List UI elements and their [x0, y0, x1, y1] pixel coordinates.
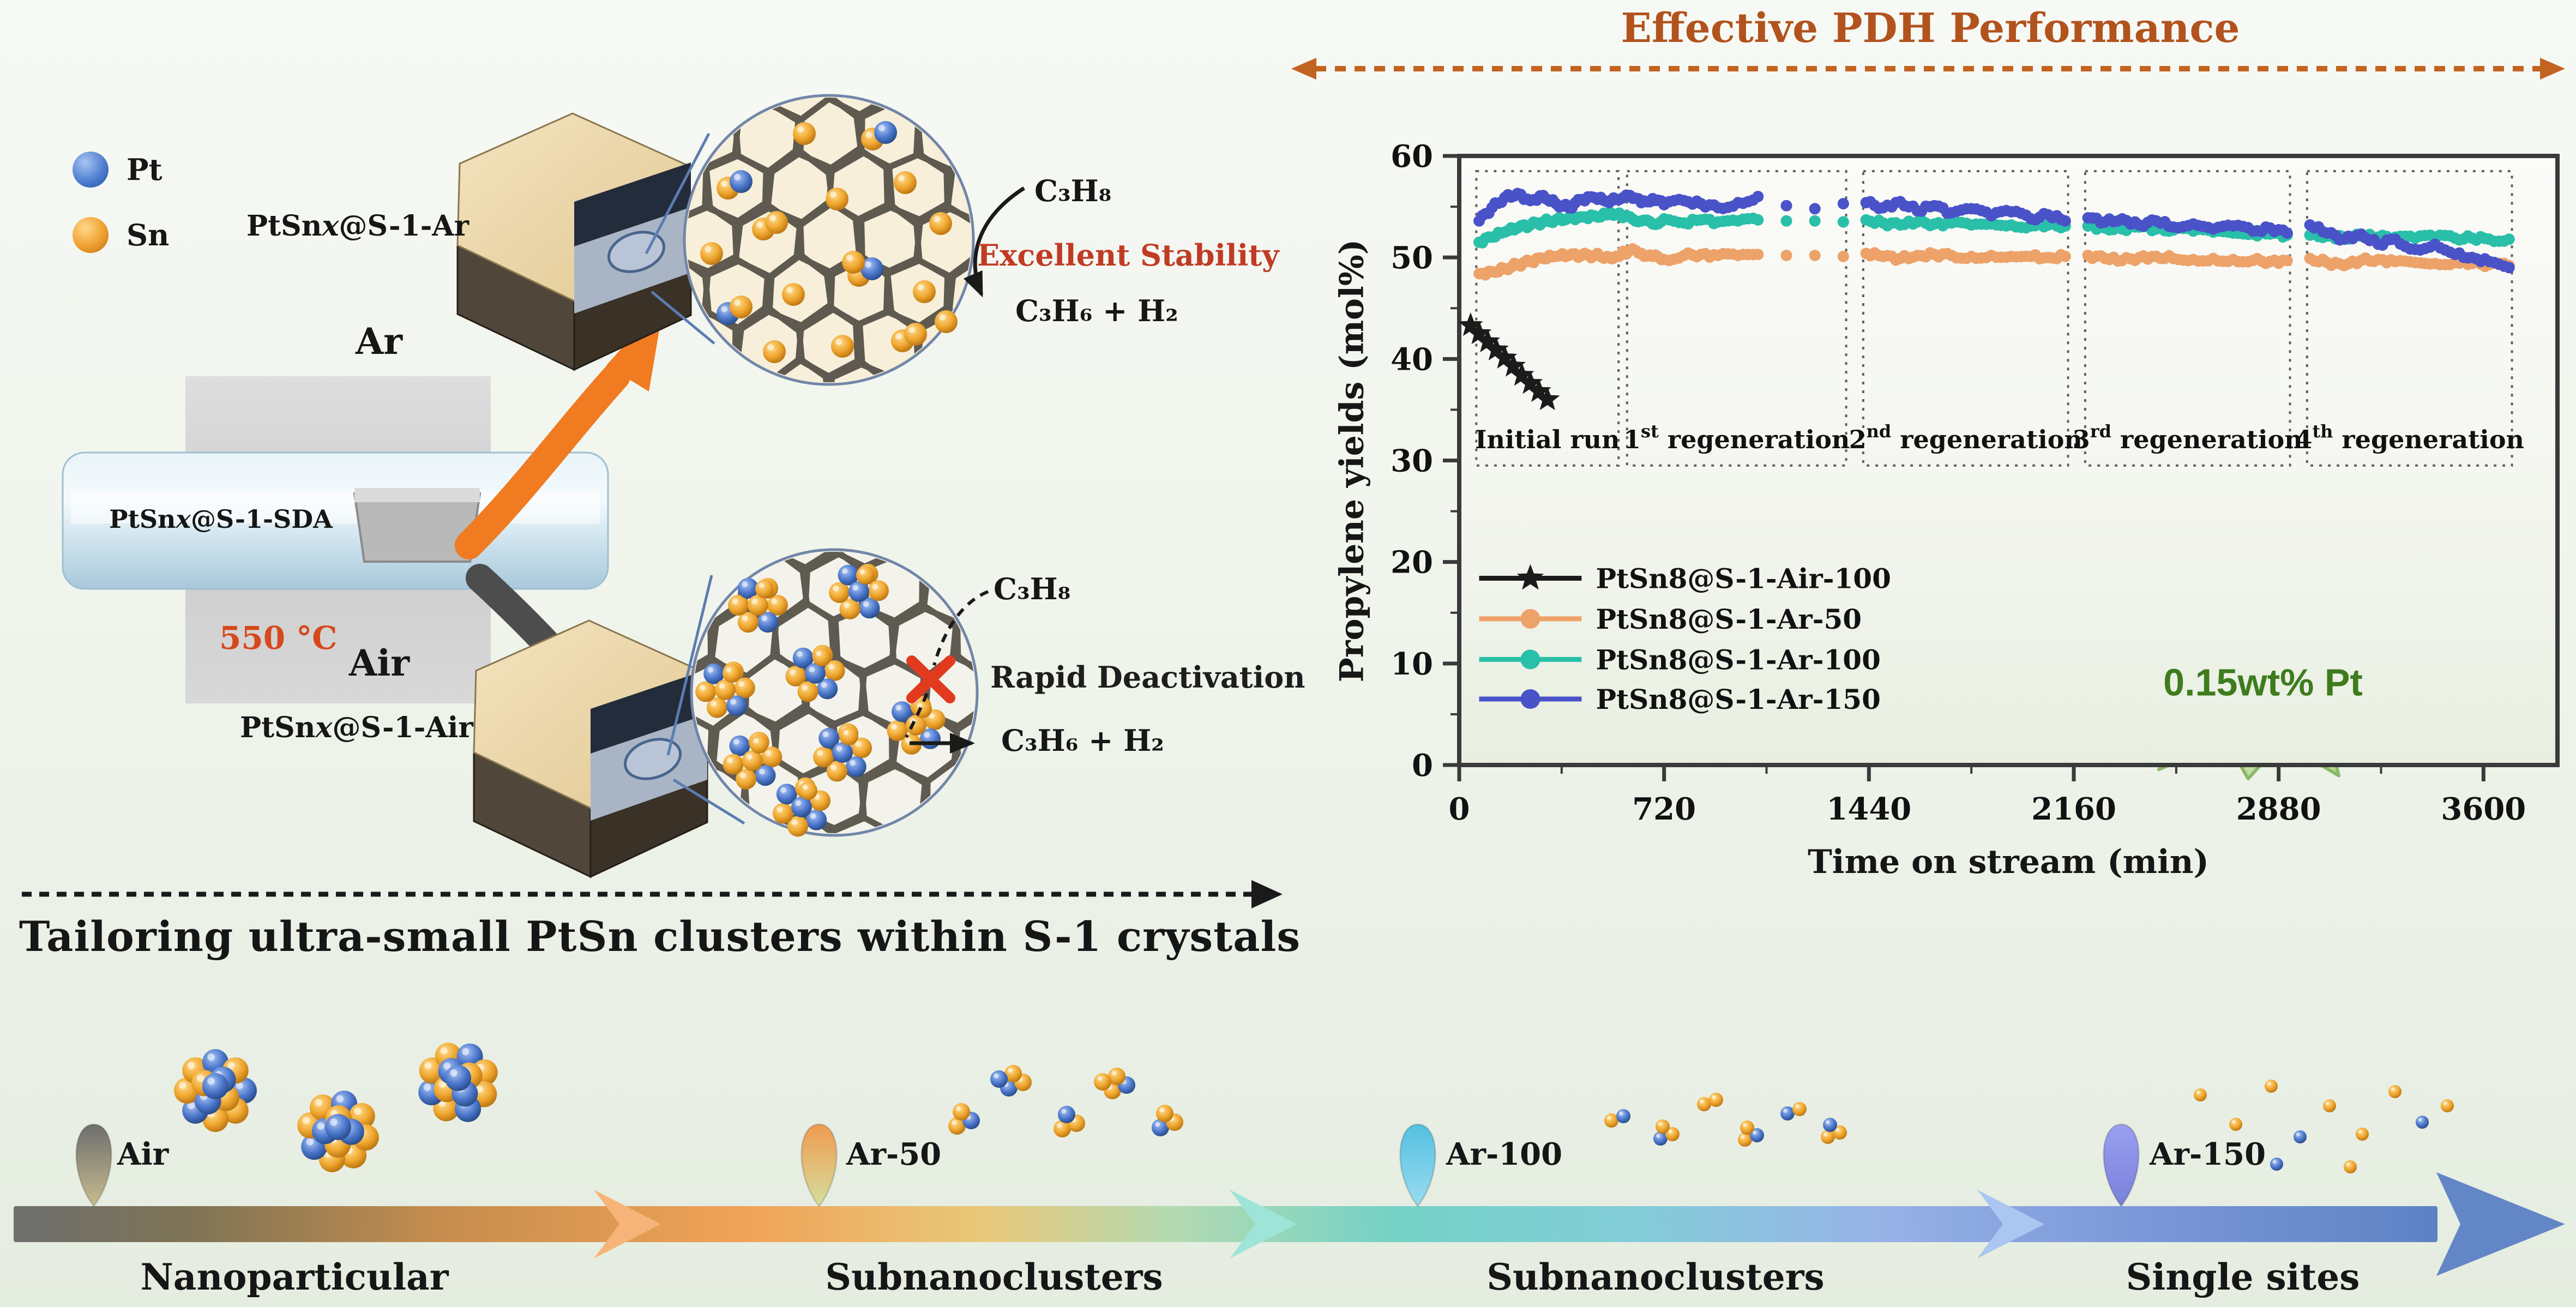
- products-bottom: C₃H₆ + H₂: [1001, 723, 1164, 758]
- pin-ar-150: [2103, 1123, 2140, 1208]
- series-PtSn8@S-1-Ar-150: [1473, 188, 2515, 274]
- pin-label-ar150: Ar-150: [2150, 1136, 2266, 1172]
- svg-text:50: 50: [1391, 240, 1433, 276]
- sn-atom-icon: [73, 217, 109, 253]
- stage-single-sites: Single sites: [2126, 1256, 2360, 1298]
- svg-text:PtSn8@S-1-Ar-150: PtSn8@S-1-Ar-150: [1596, 683, 1880, 715]
- reactant-bottom: C₃H₈: [994, 571, 1071, 606]
- tick-labels: 0 10 20 30 40 50 60 0 720 1440 2160 2880 3600: [1391, 138, 2526, 827]
- svg-text:4th regeneration: 4th regeneration: [2295, 421, 2524, 454]
- pin-label-ar100: Ar-100: [1446, 1136, 1563, 1172]
- ar-gas-label: Ar: [356, 320, 402, 363]
- pin-ar-50: [801, 1123, 838, 1208]
- svg-text:PtSn8@S-1-Ar-50: PtSn8@S-1-Ar-50: [1596, 603, 1862, 635]
- zeolite-inset-deactivated: [690, 548, 979, 837]
- crystal-ar: [456, 112, 692, 371]
- air-gas-label: Air: [349, 642, 410, 684]
- air-product-label: PtSnx@S-1-Air: [240, 711, 473, 744]
- stage-nanoparticular: Nanoparticular: [140, 1256, 449, 1298]
- x-axis-title: Time on stream (min): [1808, 843, 2209, 881]
- svg-text:40: 40: [1391, 341, 1433, 377]
- pt-loading-badge: 0.15wt% Pt: [2163, 661, 2363, 704]
- regeneration-boxes: [1475, 170, 2513, 467]
- reactant-top: C₃H₈: [1034, 173, 1112, 208]
- stage-subnanoclusters-2: Subnanoclusters: [1486, 1256, 1825, 1298]
- svg-text:10: 10: [1391, 646, 1433, 682]
- sn-atom-label: Sn: [127, 218, 170, 252]
- figure-title: Effective PDH Performance: [1621, 5, 2240, 52]
- axis-ticks: [1443, 154, 2485, 781]
- pt-atom-icon: [73, 152, 109, 188]
- svg-text:720: 720: [1632, 791, 1696, 827]
- pin-ar-100: [1399, 1123, 1436, 1208]
- svg-text:PtSn8@S-1-Ar-100: PtSn8@S-1-Ar-100: [1596, 643, 1880, 676]
- pin-air: [75, 1123, 112, 1208]
- pt-atom-label: Pt: [127, 152, 162, 187]
- tailoring-arrow: [22, 880, 1283, 908]
- svg-text:60: 60: [1391, 138, 1433, 174]
- svg-text:0: 0: [1412, 748, 1433, 784]
- magnifier-lines: [645, 132, 745, 825]
- reaction-arrow-bottom: [905, 590, 989, 754]
- svg-text:2160: 2160: [2031, 791, 2116, 827]
- stage-subnanoclusters-1: Subnanoclusters: [825, 1256, 1163, 1298]
- svg-text:0: 0: [1449, 791, 1470, 827]
- products-top: C₃H₆ + H₂: [1015, 293, 1178, 328]
- performance-span-arrow: [1291, 58, 2565, 80]
- svg-text:3rd regeneration: 3rd regeneration: [2073, 421, 2303, 454]
- y-axis-title: Propylene yields (mol%): [1333, 239, 1371, 683]
- svg-text:3600: 3600: [2441, 791, 2526, 827]
- svg-text:2880: 2880: [2236, 791, 2321, 827]
- ar-product-label: PtSnx@S-1-Ar: [246, 209, 470, 243]
- svg-text:2nd regeneration: 2nd regeneration: [1849, 421, 2083, 454]
- precursor-label: PtSnx@S-1-SDA: [109, 504, 333, 534]
- svg-text:30: 30: [1391, 443, 1433, 479]
- temperature-label: 550 °C: [219, 619, 338, 656]
- series-PtSn8@S-1-Air-100: [1458, 312, 1560, 411]
- transformation-band: [14, 1043, 2565, 1276]
- zeolite-inset-stable: [683, 94, 975, 386]
- verdict-stable: Excellent Stability: [977, 238, 1279, 273]
- crystal-air: [473, 619, 708, 878]
- pin-label-air: Air: [117, 1136, 169, 1172]
- series-PtSn8@S-1-Ar-50: [1473, 243, 2515, 281]
- chart-legend: PtSn8@S-1-Air-100 PtSn8@S-1-Ar-50 PtSn8@S-…: [1479, 562, 1891, 715]
- svg-text:1st regeneration: 1st regeneration: [1623, 421, 1850, 454]
- band-chevron-3: [1977, 1190, 2044, 1258]
- tailoring-caption: Tailoring ultra-small PtSn clusters with…: [19, 912, 1301, 961]
- blocked-x-icon: [906, 655, 955, 703]
- band-arrowhead: [2436, 1172, 2565, 1276]
- band-chevron-1: [594, 1190, 661, 1258]
- verdict-deactivation: Rapid Deactivation: [990, 660, 1305, 695]
- svg-text:1440: 1440: [1826, 791, 1911, 827]
- reaction-arrow-top: [963, 186, 1025, 298]
- svg-text:20: 20: [1391, 545, 1433, 581]
- band-chevron-2: [1230, 1190, 1297, 1258]
- pin-label-ar50: Ar-50: [846, 1136, 942, 1172]
- svg-text:PtSn8@S-1-Air-100: PtSn8@S-1-Air-100: [1596, 562, 1891, 594]
- svg-text:Initial run: Initial run: [1475, 425, 1620, 454]
